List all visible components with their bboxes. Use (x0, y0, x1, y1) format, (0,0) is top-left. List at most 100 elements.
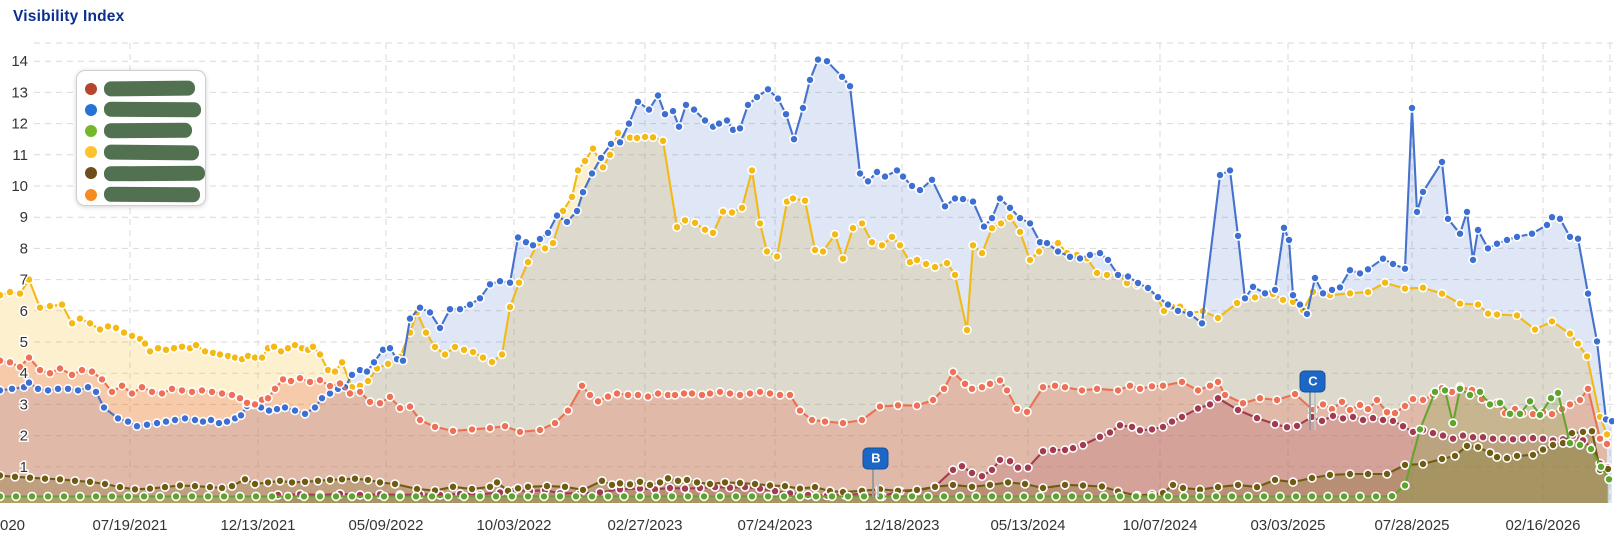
data-point-red[interactable] (1378, 415, 1388, 425)
data-point-red[interactable] (1095, 431, 1105, 442)
data-point-green[interactable] (603, 491, 613, 502)
data-point-blue[interactable] (1547, 212, 1557, 222)
data-point-orange[interactable] (1158, 380, 1168, 391)
data-point-brown[interactable] (1450, 451, 1460, 461)
data-point-brown[interactable] (1003, 477, 1013, 488)
data-point-red[interactable] (1368, 413, 1378, 423)
data-point-orange[interactable] (1272, 395, 1282, 405)
data-point-orange[interactable] (585, 390, 595, 400)
data-point-orange[interactable] (365, 397, 375, 407)
data-point-blue[interactable] (987, 213, 997, 223)
data-point-yellow[interactable] (548, 238, 558, 248)
data-point-brown[interactable] (967, 481, 977, 492)
data-point-blue[interactable] (1197, 318, 1207, 329)
data-point-brown[interactable] (467, 484, 477, 494)
data-point-green[interactable] (75, 491, 85, 502)
data-point-orange[interactable] (117, 380, 127, 391)
data-point-red[interactable] (355, 490, 365, 500)
data-point-blue[interactable] (1042, 238, 1052, 248)
data-point-yellow[interactable] (111, 323, 121, 333)
data-point-blue[interactable] (1502, 235, 1512, 245)
data-point-blue[interactable] (1053, 246, 1063, 257)
data-point-green[interactable] (395, 491, 405, 502)
data-point-brown[interactable] (578, 485, 588, 495)
data-point-yellow[interactable] (877, 240, 887, 251)
data-point-red[interactable] (1498, 433, 1508, 444)
data-point-orange[interactable] (385, 392, 395, 402)
data-point-brown[interactable] (673, 475, 683, 486)
data-point-yellow[interactable] (1418, 282, 1428, 293)
data-point-orange[interactable] (197, 385, 207, 396)
data-point-red[interactable] (977, 471, 987, 482)
data-point-yellow[interactable] (45, 301, 55, 311)
data-point-blue[interactable] (805, 75, 815, 85)
data-point-red[interactable] (1158, 422, 1168, 432)
data-point-brown[interactable] (1270, 475, 1280, 485)
data-point-red[interactable] (1508, 434, 1518, 445)
data-point-yellow[interactable] (269, 341, 279, 352)
data-point-blue[interactable] (485, 279, 495, 290)
data-point-orange[interactable] (1583, 383, 1593, 394)
data-point-green[interactable] (443, 491, 453, 502)
data-point-green[interactable] (1415, 424, 1425, 435)
data-point-orange[interactable] (1002, 385, 1012, 396)
data-point-brown[interactable] (810, 482, 820, 492)
data-point-green[interactable] (859, 491, 869, 502)
data-point-yellow[interactable] (613, 128, 623, 138)
data-point-brown[interactable] (250, 479, 260, 489)
data-point-yellow[interactable] (727, 207, 737, 218)
data-point-orange[interactable] (263, 393, 273, 404)
data-point-blue[interactable] (415, 302, 425, 313)
data-point-orange[interactable] (1602, 439, 1612, 449)
legend-item-series-green[interactable] (77, 120, 205, 141)
data-point-orange[interactable] (0, 355, 5, 366)
data-point-orange[interactable] (207, 387, 217, 397)
data-point-green[interactable] (1067, 491, 1077, 502)
data-point-brown[interactable] (0, 470, 5, 481)
data-point-blue[interactable] (1363, 264, 1373, 275)
data-point-orange[interactable] (35, 365, 45, 375)
data-point-blue[interactable] (1483, 243, 1493, 254)
data-point-orange[interactable] (1337, 397, 1347, 407)
data-point-blue[interactable] (1473, 225, 1483, 235)
data-point-brown[interactable] (560, 481, 570, 492)
data-point-yellow[interactable] (363, 376, 373, 386)
data-point-orange[interactable] (939, 383, 949, 394)
data-point-red[interactable] (1328, 411, 1338, 421)
data-point-yellow[interactable] (257, 352, 267, 363)
data-point-brown[interactable] (635, 476, 645, 487)
data-point-brown[interactable] (597, 475, 607, 486)
data-point-brown[interactable] (325, 475, 335, 485)
data-point-blue[interactable] (968, 196, 978, 207)
data-point-green[interactable] (363, 491, 373, 502)
data-point-orange[interactable] (1177, 377, 1187, 387)
data-point-yellow[interactable] (308, 341, 318, 352)
data-point-brown[interactable] (448, 481, 458, 492)
data-point-green[interactable] (43, 491, 53, 502)
data-point-yellow[interactable] (1102, 270, 1112, 280)
data-point-brown[interactable] (492, 477, 502, 488)
data-point-orange[interactable] (1418, 395, 1428, 405)
data-point-blue[interactable] (0, 385, 5, 396)
data-point-brown[interactable] (25, 472, 35, 483)
data-point-yellow[interactable] (848, 223, 858, 233)
data-point-brown[interactable] (1233, 480, 1243, 490)
data-point-yellow[interactable] (1400, 283, 1410, 294)
data-point-blue[interactable] (535, 234, 545, 244)
data-point-orange[interactable] (1113, 385, 1123, 396)
data-point-yellow[interactable] (161, 344, 171, 355)
data-point-red[interactable] (1338, 413, 1348, 424)
data-point-blue[interactable] (892, 165, 902, 176)
data-point-brown[interactable] (1288, 477, 1298, 487)
data-point-red[interactable] (1068, 443, 1078, 453)
data-point-orange[interactable] (1547, 409, 1557, 419)
data-point-brown[interactable] (765, 480, 775, 491)
data-point-blue[interactable] (1240, 293, 1250, 304)
data-point-blue[interactable] (1418, 187, 1428, 197)
data-point-brown[interactable] (663, 473, 673, 484)
data-point-blue[interactable] (1248, 281, 1258, 292)
data-point-brown[interactable] (1252, 482, 1262, 492)
data-point-green[interactable] (1131, 491, 1141, 502)
data-point-yellow[interactable] (1483, 308, 1493, 319)
data-point-yellow[interactable] (514, 277, 524, 288)
